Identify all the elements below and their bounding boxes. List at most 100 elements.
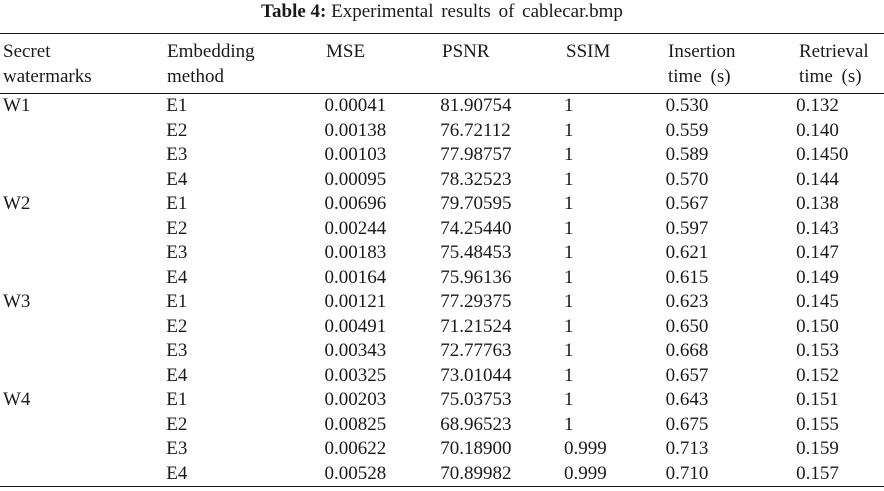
table-caption: Table 4: Experimental results of cableca… [0,0,884,24]
table-row: W4 E1 0.00203 75.03753 1 0.643 0.151 [0,388,884,413]
table-row: W2 E1 0.00696 79.70595 1 0.567 0.138 [0,192,884,217]
cell-mse: 0.00491 [324,315,387,337]
cell-insertion-time: 0.615 [665,266,709,288]
cell-retrieval-time: 0.150 [796,315,839,337]
cell-insertion-time: 0.713 [665,438,709,459]
header-insertion-time: Insertion time (s) [668,41,736,87]
cell-psnr: 71.21524 [440,315,512,337]
cell-insertion-time: 0.675 [665,413,709,435]
cell-psnr: 75.03753 [440,389,512,410]
cell-retrieval-time: 0.1450 [796,144,849,165]
cell-ssim: 1 [563,242,574,263]
cell-insertion-time: 0.623 [665,291,709,312]
cell-retrieval-time: 0.143 [796,217,839,239]
cell-ssim: 1 [563,95,574,116]
header-retrieval-time: Retrieval time (s) [799,41,869,87]
cell-ssim: 1 [563,266,574,288]
table-row: E2 0.00491 71.21524 1 0.650 0.150 [0,315,884,340]
cell-insertion-time: 0.643 [665,389,709,410]
cell-retrieval-time: 0.140 [796,119,839,141]
cell-insertion-time: 0.597 [665,217,709,239]
cell-retrieval-time: 0.155 [796,413,839,435]
table-row: E2 0.00244 74.25440 1 0.597 0.143 [0,217,884,242]
cell-watermark: W3 [3,291,31,312]
cell-ssim: 1 [563,193,574,214]
header-mse: MSE [326,41,366,62]
cell-retrieval-time: 0.157 [796,462,839,484]
cell-psnr: 68.96523 [440,413,512,435]
cell-ssim: 1 [563,413,574,435]
cell-insertion-time: 0.621 [665,242,709,263]
header-psnr: PSNR [442,41,490,62]
cell-mse: 0.00203 [324,389,387,410]
cell-ssim: 1 [563,144,574,165]
cell-ssim: 1 [563,389,574,410]
cell-retrieval-time: 0.153 [796,340,839,361]
cell-psnr: 72.77763 [440,340,512,361]
cell-watermark [0,437,166,462]
cell-method: E3 [166,242,188,263]
header-ssim: SSIM [566,41,611,62]
table-caption-label: Table 4: [261,1,327,22]
cell-method: E4 [166,168,188,190]
table-row: W1 E1 0.00041 81.90754 1 0.530 0.132 [0,94,884,119]
cell-method: E3 [166,438,188,459]
cell-ssim: 1 [563,291,574,312]
cell-psnr: 76.72112 [440,119,511,141]
cell-psnr: 79.70595 [440,193,512,214]
header-embedding-method: Embedding method [167,41,255,87]
cell-mse: 0.00095 [324,168,387,190]
cell-watermark: W4 [3,389,31,410]
cell-retrieval-time: 0.147 [796,242,839,263]
cell-mse: 0.00103 [324,144,387,165]
cell-retrieval-time: 0.138 [796,193,839,214]
bottom-rule [0,486,884,487]
cell-watermark [0,143,166,168]
cell-insertion-time: 0.657 [665,364,709,386]
cell-retrieval-time: 0.152 [796,364,839,386]
cell-ssim: 1 [563,364,574,386]
cell-method: E2 [166,413,188,435]
cell-method: E1 [166,389,188,410]
cell-psnr: 70.89982 [440,462,512,484]
cell-psnr: 74.25440 [440,217,512,239]
cell-ssim: 1 [563,168,574,190]
cell-method: E4 [166,266,188,288]
cell-mse: 0.00825 [324,413,387,435]
cell-insertion-time: 0.710 [665,462,709,484]
cell-psnr: 81.90754 [440,95,512,116]
cell-method: E4 [166,462,188,484]
cell-method: E1 [166,95,188,116]
cell-method: E1 [166,291,188,312]
cell-method: E3 [166,144,188,165]
table-row: E4 0.00164 75.96136 1 0.615 0.149 [0,266,884,291]
cell-watermark [0,119,166,144]
cell-watermark [0,217,166,242]
cell-method: E3 [166,340,188,361]
cell-psnr: 75.48453 [440,242,512,263]
table-row: W3 E1 0.00121 77.29375 1 0.623 0.145 [0,290,884,315]
table-row: E2 0.00138 76.72112 1 0.559 0.140 [0,119,884,144]
cell-insertion-time: 0.589 [665,144,709,165]
cell-watermark: W2 [3,193,31,214]
cell-insertion-time: 0.530 [665,95,709,116]
cell-mse: 0.00041 [324,95,387,116]
table-row: E3 0.00343 72.77763 1 0.668 0.153 [0,339,884,364]
cell-mse: 0.00244 [324,217,387,239]
table-row: E4 0.00528 70.89982 0.999 0.710 0.157 [0,462,884,487]
cell-ssim: 1 [563,340,574,361]
cell-retrieval-time: 0.149 [796,266,839,288]
cell-method: E2 [166,217,188,239]
cell-ssim: 1 [563,315,574,337]
cell-mse: 0.00164 [324,266,387,288]
cell-ssim: 1 [563,119,574,141]
cell-retrieval-time: 0.145 [796,291,839,312]
results-table-body: W1 E1 0.00041 81.90754 1 0.530 0.132 E2 0.00138 7… [0,94,884,486]
cell-watermark: W1 [3,95,31,116]
cell-watermark [0,315,166,340]
cell-watermark [0,168,166,193]
cell-retrieval-time: 0.151 [796,389,839,410]
cell-method: E2 [166,119,188,141]
cell-insertion-time: 0.570 [665,168,709,190]
table-row: E4 0.00325 73.01044 1 0.657 0.152 [0,364,884,389]
